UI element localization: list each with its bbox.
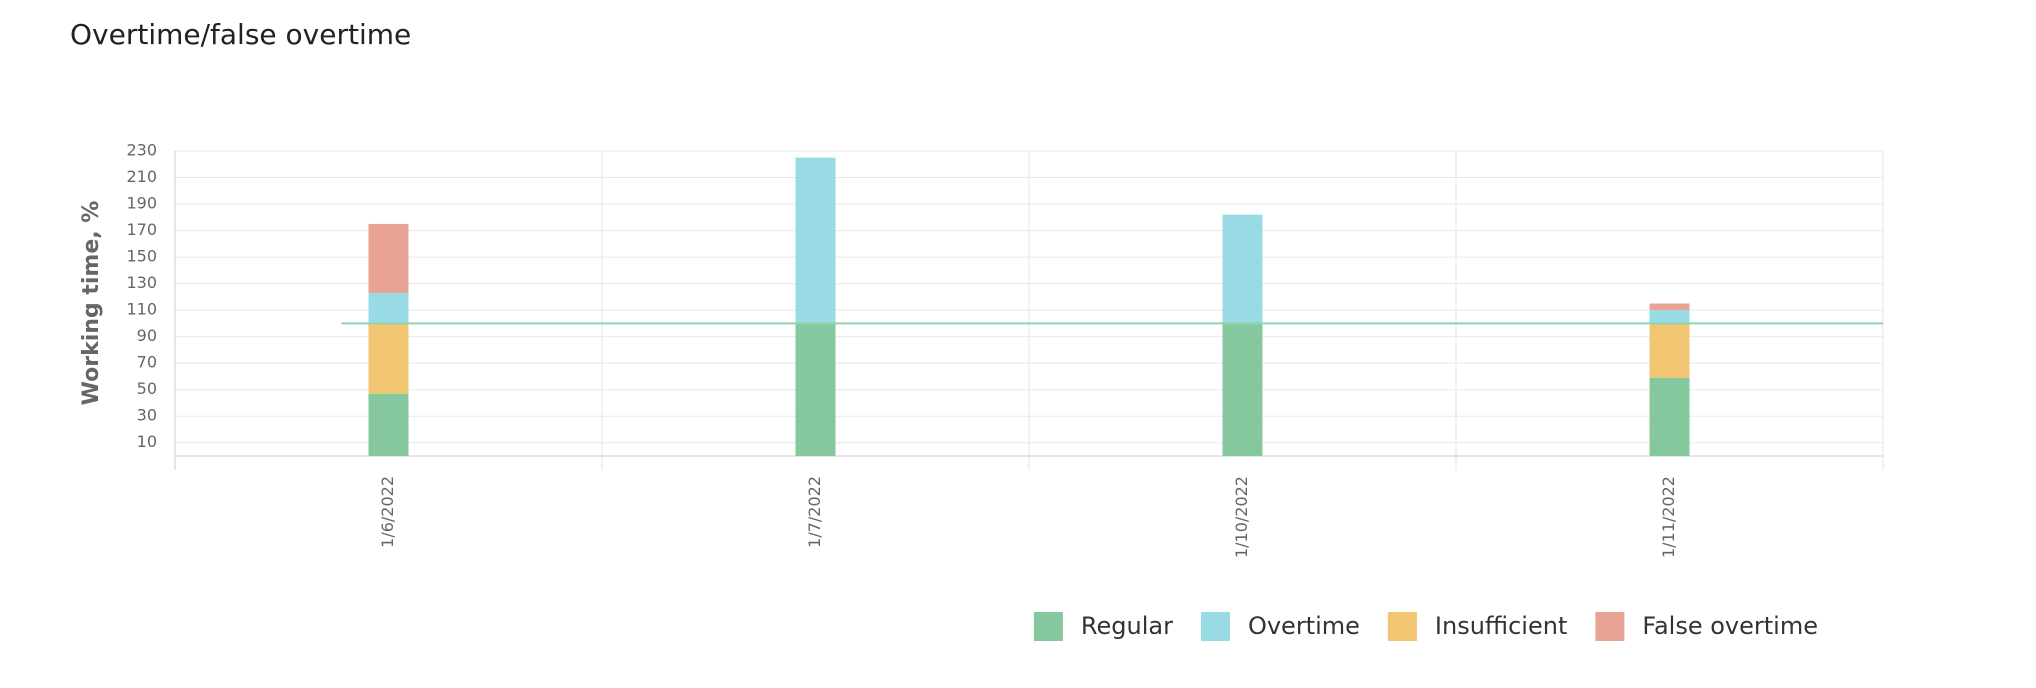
bar-segment — [795, 157, 836, 324]
chart-title: Overtime/false overtime — [70, 18, 411, 51]
bar-segment — [1222, 323, 1263, 456]
y-tick-label: 90 — [137, 326, 157, 345]
legend-label: Insufficient — [1435, 612, 1567, 640]
legend-label: Regular — [1081, 612, 1173, 640]
legend-label: False overtime — [1642, 612, 1818, 640]
bar-segment — [795, 323, 836, 456]
y-tick-label: 70 — [137, 353, 157, 372]
y-tick-label: 150 — [126, 247, 157, 266]
bar-segment — [368, 323, 409, 394]
x-tick-label: 1/11/2022 — [1659, 476, 1678, 558]
y-tick-label: 210 — [126, 167, 157, 186]
y-tick-label: 190 — [126, 194, 157, 213]
y-tick-label: 170 — [126, 220, 157, 239]
legend-swatch — [1033, 612, 1063, 641]
x-tick-label: 1/6/2022 — [378, 476, 397, 548]
bar-segment — [368, 223, 409, 293]
legend-swatch — [1387, 612, 1417, 641]
legend-swatch — [1200, 612, 1230, 641]
bar-segment — [1222, 214, 1263, 324]
bar-segment — [1649, 310, 1690, 324]
bar-segment — [368, 393, 409, 456]
bar-segment — [1649, 323, 1690, 378]
y-tick-label: 110 — [126, 300, 157, 319]
legend-label: Overtime — [1248, 612, 1360, 640]
y-tick-label: 30 — [137, 406, 157, 425]
bar-segment — [1649, 377, 1690, 456]
y-tick-label: 230 — [126, 141, 157, 160]
y-tick-label: 50 — [137, 379, 157, 398]
bar-segment — [368, 292, 409, 324]
x-tick-label: 1/7/2022 — [805, 476, 824, 548]
y-axis-title: Working time, % — [79, 201, 104, 406]
y-tick-label: 10 — [137, 432, 157, 451]
legend-swatch — [1595, 612, 1625, 641]
x-tick-label: 1/10/2022 — [1232, 476, 1251, 558]
bar-segment — [1649, 303, 1690, 311]
y-tick-label: 130 — [126, 273, 157, 292]
